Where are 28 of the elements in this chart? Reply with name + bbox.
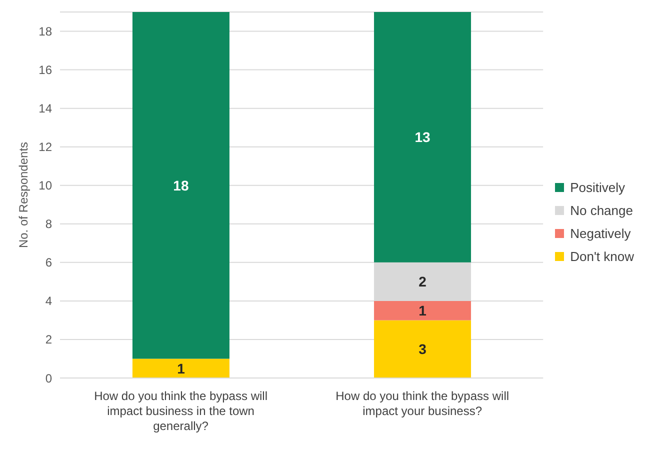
legend-label: Don't know: [570, 249, 634, 264]
y-tick-label: 10: [38, 178, 52, 193]
y-tick-label: 0: [45, 371, 52, 386]
y-tick-label: 16: [38, 63, 52, 78]
y-tick-label: 18: [38, 24, 52, 39]
bar: [374, 12, 472, 262]
x-tick-label: How do you think the bypass will impact your business?: [336, 389, 510, 418]
data-label: 3: [418, 341, 427, 358]
y-tick-label: 12: [38, 140, 52, 154]
y-axis-title: No. of Respondents: [16, 142, 30, 248]
legend-label: Positively: [570, 180, 626, 195]
data-label: 18: [173, 177, 189, 194]
bar: [374, 300, 472, 320]
y-tick-label: 4: [45, 294, 52, 308]
y-tick-label: 8: [45, 217, 52, 232]
bar: [132, 12, 230, 359]
bar: [132, 358, 230, 378]
data-label: 1: [418, 302, 427, 319]
legend-label: No change: [570, 203, 633, 218]
x-tick-label: How do you think the bypass will impact business in the town generally?: [94, 389, 268, 433]
data-label: 2: [418, 274, 427, 290]
y-tick-label: 14: [38, 102, 52, 116]
data-label: 1: [177, 360, 186, 376]
data-label: 13: [414, 129, 431, 146]
bar: [374, 320, 472, 378]
y-tick-label: 2: [45, 332, 52, 347]
legend-label: Negatively: [570, 226, 631, 241]
y-tick-label: 6: [45, 256, 52, 270]
